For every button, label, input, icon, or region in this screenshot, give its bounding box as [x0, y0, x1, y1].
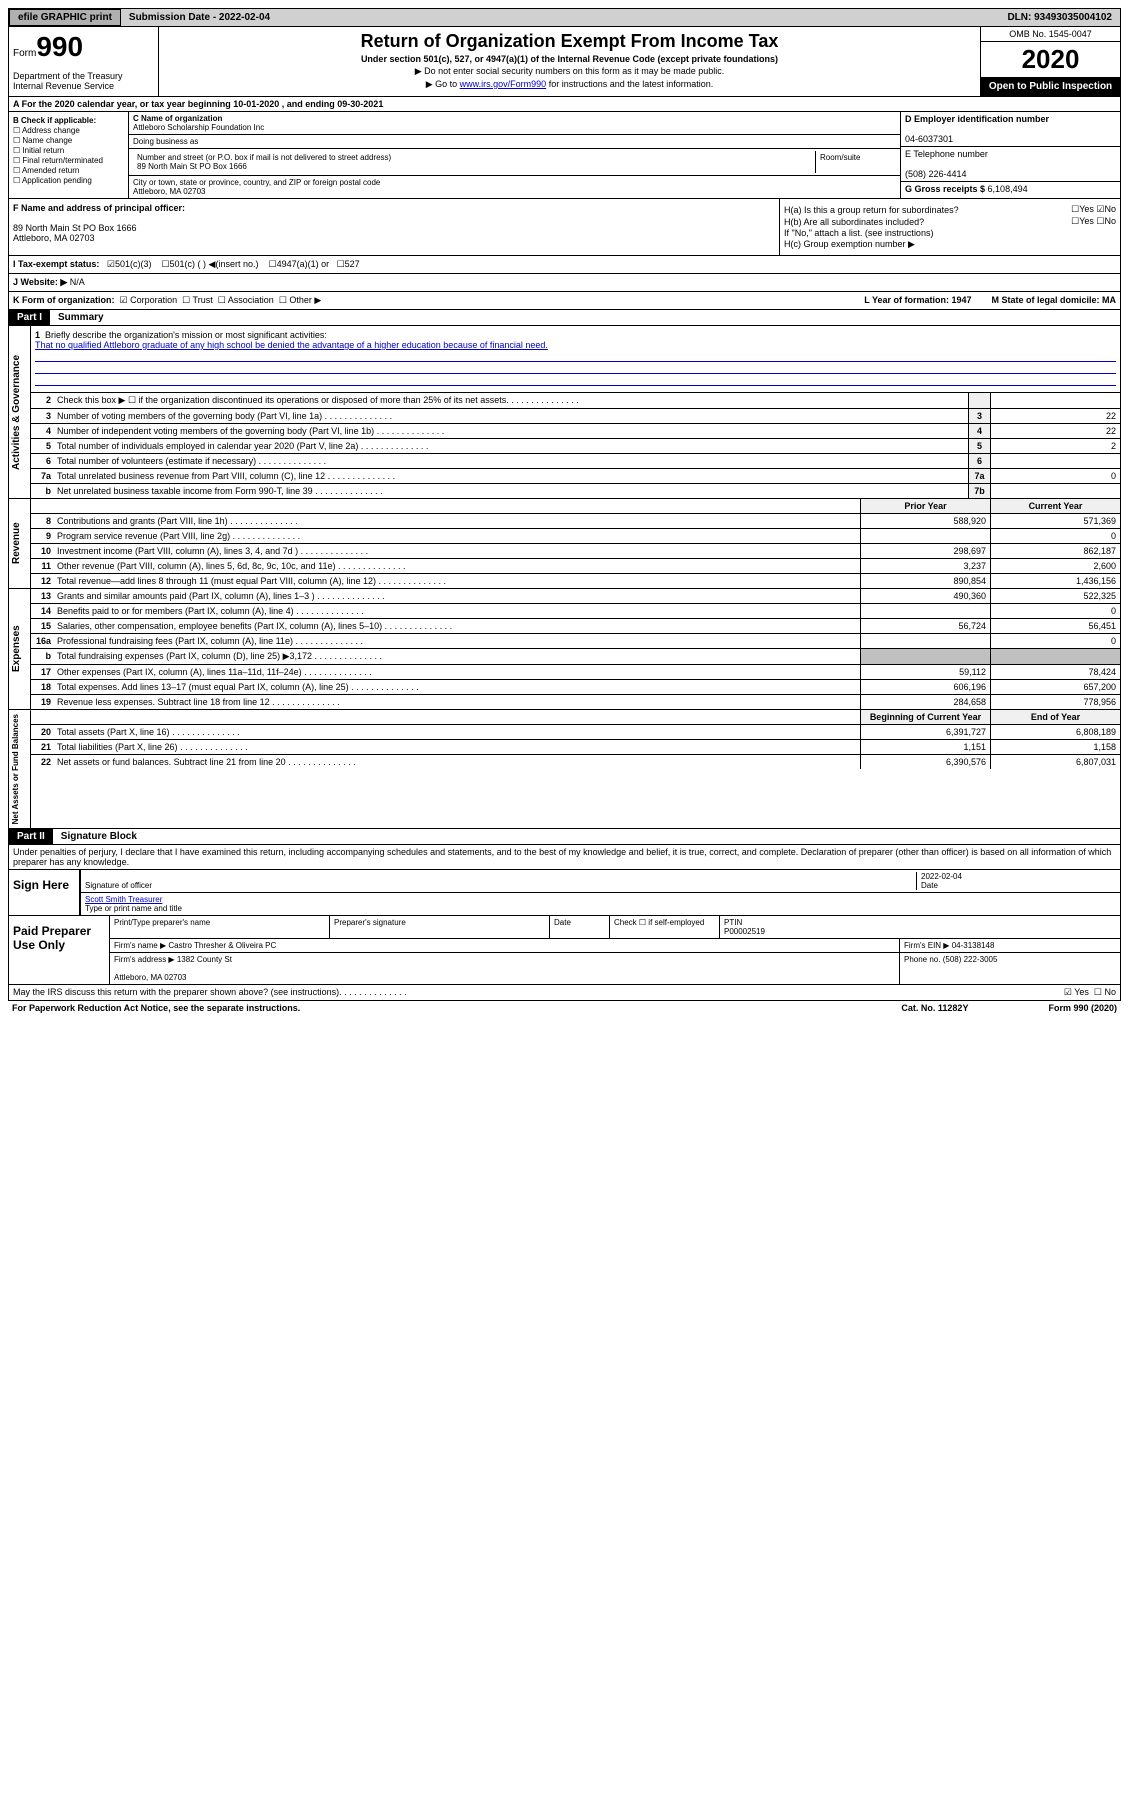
website: J Website: ▶ N/A	[8, 274, 1121, 292]
form-header: Form990 Department of the Treasury Inter…	[8, 27, 1121, 97]
dln: DLN: 93493035004102	[999, 10, 1120, 25]
efile-print-button[interactable]: efile GRAPHIC print	[9, 9, 121, 26]
department: Department of the Treasury Internal Reve…	[13, 71, 154, 91]
footer: For Paperwork Reduction Act Notice, see …	[8, 1001, 1121, 1015]
form-number: Form990	[13, 31, 154, 63]
summary-row: 15Salaries, other compensation, employee…	[31, 619, 1120, 634]
mission: 1 Briefly describe the organization's mi…	[31, 326, 1120, 393]
tax-year: 2020	[981, 42, 1120, 77]
summary-row: bNet unrelated business taxable income f…	[31, 484, 1120, 498]
rev-header: Prior YearCurrent Year	[31, 499, 1120, 514]
cb-amended[interactable]: ☐ Amended return	[13, 166, 124, 175]
cb-address-change[interactable]: ☐ Address change	[13, 126, 124, 135]
prep-header-row: Print/Type preparer's name Preparer's si…	[110, 916, 1120, 939]
gross-receipts: G Gross receipts $ 6,108,494	[901, 182, 1120, 196]
summary-row: 6Total number of volunteers (estimate if…	[31, 454, 1120, 469]
summary-row: 2Check this box ▶ ☐ if the organization …	[31, 393, 1120, 409]
street-address: Number and street (or P.O. box if mail i…	[129, 149, 900, 176]
summary-row: 20Total assets (Part X, line 16)6,391,72…	[31, 725, 1120, 740]
summary-row: 12Total revenue—add lines 8 through 11 (…	[31, 574, 1120, 588]
summary-row: 5Total number of individuals employed in…	[31, 439, 1120, 454]
ein: D Employer identification number04-60373…	[901, 112, 1120, 147]
summary-row: 9Program service revenue (Part VIII, lin…	[31, 529, 1120, 544]
part2-title: Signature Block	[53, 829, 145, 844]
website-note: ▶ Go to www.irs.gov/Form990 for instruct…	[163, 79, 976, 90]
cb-initial-return[interactable]: ☐ Initial return	[13, 146, 124, 155]
signature-line: Signature of officer 2022-02-04Date	[81, 870, 1120, 893]
net-header: Beginning of Current YearEnd of Year	[31, 710, 1120, 725]
telephone: E Telephone number(508) 226-4414	[901, 147, 1120, 182]
org-name: C Name of organizationAttleboro Scholars…	[129, 112, 900, 135]
submission-date-label: Submission Date - 2022-02-04	[121, 10, 278, 25]
summary-row: 17Other expenses (Part IX, column (A), l…	[31, 665, 1120, 680]
summary-row: 4Number of independent voting members of…	[31, 424, 1120, 439]
group-return-hb: H(b) Are all subordinates included? ☐Yes…	[784, 216, 1116, 227]
tax-year-range: A For the 2020 calendar year, or tax yea…	[8, 97, 1121, 112]
part1-title: Summary	[50, 310, 112, 325]
summary-row: 3Number of voting members of the governi…	[31, 409, 1120, 424]
cb-name-change[interactable]: ☐ Name change	[13, 136, 124, 145]
summary-row: 21Total liabilities (Part X, line 26)1,1…	[31, 740, 1120, 755]
vtab-governance: Activities & Governance	[9, 326, 31, 498]
summary-row: 10Investment income (Part VIII, column (…	[31, 544, 1120, 559]
cb-pending[interactable]: ☐ Application pending	[13, 176, 124, 185]
principal-officer: F Name and address of principal officer:…	[9, 199, 780, 255]
officer-name: Scott Smith TreasurerType or print name …	[81, 893, 1120, 915]
firm-address-row: Firm's address ▶ 1382 County St Attlebor…	[110, 953, 1120, 984]
summary-row: bTotal fundraising expenses (Part IX, co…	[31, 649, 1120, 665]
form-title: Return of Organization Exempt From Incom…	[163, 31, 976, 52]
city-state: City or town, state or province, country…	[129, 176, 900, 198]
cb-final-return[interactable]: ☐ Final return/terminated	[13, 156, 124, 165]
vtab-expenses: Expenses	[9, 589, 31, 709]
irs-discuss: May the IRS discuss this return with the…	[8, 985, 1121, 1001]
summary-row: 19Revenue less expenses. Subtract line 1…	[31, 695, 1120, 709]
firm-name-row: Firm's name ▶ Castro Thresher & Oliveira…	[110, 939, 1120, 953]
vtab-netassets: Net Assets or Fund Balances	[9, 710, 31, 828]
summary-row: 16aProfessional fundraising fees (Part I…	[31, 634, 1120, 649]
summary-row: 7aTotal unrelated business revenue from …	[31, 469, 1120, 484]
irs-link[interactable]: www.irs.gov/Form990	[460, 79, 547, 89]
summary-row: 8Contributions and grants (Part VIII, li…	[31, 514, 1120, 529]
summary-row: 18Total expenses. Add lines 13–17 (must …	[31, 680, 1120, 695]
dba: Doing business as	[129, 135, 900, 149]
paid-preparer-label: Paid Preparer Use Only	[9, 916, 109, 984]
group-return-ha: H(a) Is this a group return for subordin…	[784, 204, 1116, 215]
summary-row: 11Other revenue (Part VIII, column (A), …	[31, 559, 1120, 574]
vtab-revenue: Revenue	[9, 499, 31, 588]
part1-header: Part I	[9, 310, 50, 325]
summary-row: 14Benefits paid to or for members (Part …	[31, 604, 1120, 619]
omb-number: OMB No. 1545-0047	[981, 27, 1120, 42]
public-inspection: Open to Public Inspection	[981, 77, 1120, 96]
topbar: efile GRAPHIC print Submission Date - 20…	[8, 8, 1121, 27]
section-b-checkboxes: B Check if applicable: ☐ Address change …	[9, 112, 129, 198]
form-of-org: K Form of organization: ☑ Corporation ☐ …	[8, 292, 1121, 310]
form-subtitle: Under section 501(c), 527, or 4947(a)(1)…	[163, 54, 976, 64]
sign-here-label: Sign Here	[9, 870, 79, 915]
summary-row: 22Net assets or fund balances. Subtract …	[31, 755, 1120, 769]
summary-row: 13Grants and similar amounts paid (Part …	[31, 589, 1120, 604]
ssn-note: ▶ Do not enter social security numbers o…	[163, 66, 976, 77]
group-return-hb-note: If "No," attach a list. (see instruction…	[784, 228, 1116, 238]
group-exemption-hc: H(c) Group exemption number ▶	[784, 239, 1116, 250]
declaration: Under penalties of perjury, I declare th…	[8, 845, 1121, 870]
tax-exempt-status: I Tax-exempt status: ☑ 501(c)(3) ☐ 501(c…	[8, 256, 1121, 274]
part2-header: Part II	[9, 829, 53, 844]
